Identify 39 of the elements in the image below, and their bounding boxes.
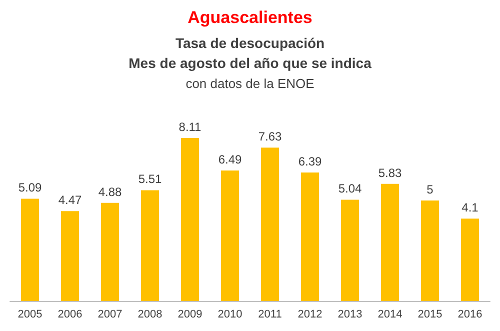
bar (461, 218, 479, 301)
bar (181, 138, 199, 301)
x-tick-label: 2015 (418, 308, 442, 320)
bar (101, 202, 119, 301)
data-label: 4.1 (462, 200, 479, 215)
bar (381, 184, 399, 301)
data-label: 5.83 (378, 166, 402, 180)
x-tick-label: 2008 (138, 308, 162, 320)
x-tick-label: 2010 (218, 308, 242, 320)
data-label: 8.11 (178, 120, 202, 134)
chart-title: Aguascalientes (188, 8, 312, 27)
bar (61, 211, 79, 301)
bar (221, 170, 239, 301)
x-tick-label: 2012 (298, 308, 322, 320)
data-label: 6.49 (218, 152, 242, 167)
bar (21, 198, 39, 301)
data-label: 5.51 (138, 172, 162, 186)
text: con datos de la ENOE (186, 76, 315, 91)
x-tick-label: 2005 (18, 308, 42, 320)
x-tick-label: 2006 (58, 308, 82, 320)
x-tick-label: 2016 (458, 308, 482, 320)
bar (341, 200, 359, 301)
data-label: 5 (426, 182, 434, 196)
x-tick-label: 2013 (338, 308, 362, 320)
bar (421, 200, 439, 301)
data-label: 4.47 (58, 193, 82, 208)
bar (301, 172, 319, 301)
chart-subtitle: Tasa de desocupación Mes de agosto del año que se indica (128, 35, 372, 71)
data-label: 7.63 (258, 130, 282, 144)
bar (141, 190, 159, 301)
data-label: 5.04 (338, 182, 362, 196)
x-tick-label: 2009 (178, 308, 202, 320)
x-tick-label: 2007 (98, 308, 122, 320)
data-label: 4.88 (98, 184, 122, 199)
bar (261, 148, 279, 301)
x-tick-label: 2014 (378, 308, 402, 320)
data-label: 6.39 (298, 154, 322, 169)
x-tick-label: 2011 (258, 308, 282, 320)
data-label: 5.09 (18, 180, 42, 195)
